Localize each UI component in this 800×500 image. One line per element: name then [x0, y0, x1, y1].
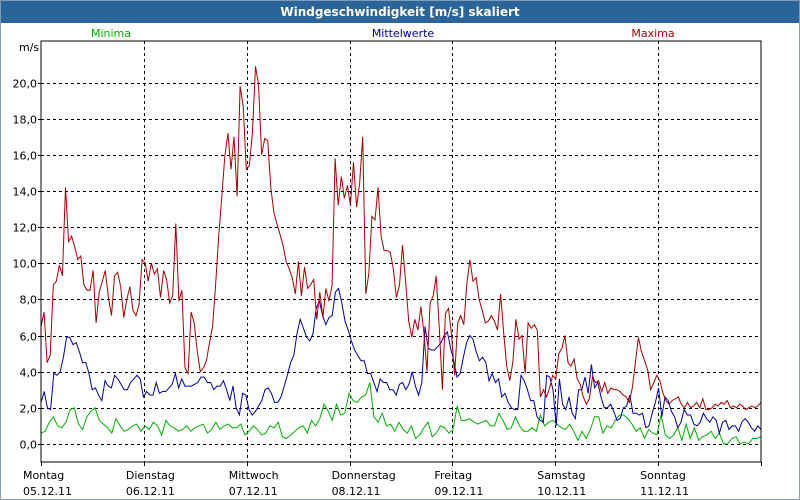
y-tick-label: 10,0: [13, 258, 38, 271]
day-label: Mittwoch: [229, 469, 279, 482]
legend-mittelwerte: Mittelwerte: [372, 27, 435, 40]
day-label: Montag: [23, 469, 64, 482]
y-tick-label: 18,0: [13, 114, 38, 127]
y-tick-label: 6,0: [20, 331, 38, 344]
series-line-minima: [40, 382, 762, 445]
y-tick-label: 0,0: [20, 439, 38, 452]
series-line-maxima: [40, 66, 762, 411]
chart-title: Windgeschwindigkeit [m/s] skaliert: [1, 1, 799, 23]
y-tick-label: 4,0: [20, 367, 38, 380]
day-label: Donnerstag: [332, 469, 396, 482]
day-label: Dienstag: [126, 469, 175, 482]
date-label: 10.12.11: [537, 485, 586, 498]
series-line-mittelwerte: [40, 287, 762, 436]
y-tick-label: 2,0: [20, 403, 38, 416]
legend-minima: Minima: [91, 27, 131, 40]
y-tick-label: 16,0: [13, 150, 38, 163]
y-tick-label: 20,0: [13, 78, 38, 91]
day-label: Sonntag: [640, 469, 686, 482]
date-label: 07.12.11: [229, 485, 278, 498]
date-label: 06.12.11: [126, 485, 175, 498]
date-label: 08.12.11: [332, 485, 381, 498]
y-tick-label: 12,0: [13, 222, 38, 235]
day-label: Freitag: [434, 469, 472, 482]
y-axis-label: m/s: [19, 41, 39, 54]
y-tick-label: 14,0: [13, 186, 38, 199]
y-tick-label: 8,0: [20, 294, 38, 307]
legend-maxima: Maxima: [631, 27, 674, 40]
plot-area-border: [40, 40, 762, 463]
date-label: 05.12.11: [23, 485, 72, 498]
day-label: Samstag: [537, 469, 585, 482]
date-label: 11.12.11: [640, 485, 689, 498]
date-label: 09.12.11: [434, 485, 483, 498]
